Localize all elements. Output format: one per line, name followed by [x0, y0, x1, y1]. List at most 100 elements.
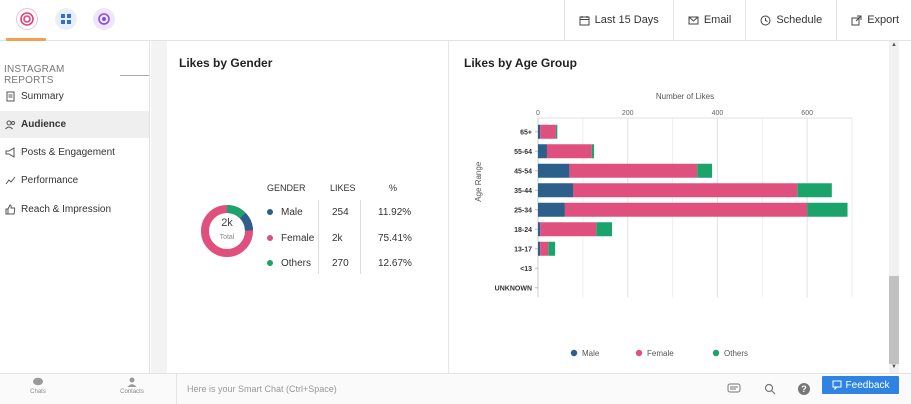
- sidebar-item-reach-impression[interactable]: Reach & Impression: [0, 196, 149, 223]
- contacts-label: Contacts: [120, 389, 144, 395]
- sidebar-item-label: Audience: [21, 119, 67, 130]
- sidebar-item-label: Performance: [21, 175, 79, 186]
- export-label: Export: [867, 14, 899, 26]
- megaphone-icon: [5, 147, 15, 158]
- dashboard-app-icon[interactable]: [55, 8, 77, 30]
- gender-card-title: Likes by Gender: [179, 56, 273, 70]
- bar-others: [797, 183, 832, 198]
- help-icon[interactable]: ?: [794, 379, 814, 399]
- top-bar: Last 15 Days Email Schedule Export: [0, 0, 911, 41]
- donut-total-label: Total: [219, 234, 235, 241]
- table-row: Male: [267, 207, 303, 218]
- sidebar-heading: INSTAGRAM REPORTS: [4, 64, 149, 86]
- chats-label: Chats: [30, 389, 46, 395]
- gender-header: GENDER: [267, 183, 306, 193]
- bar-others: [807, 202, 848, 217]
- active-app-indicator: [6, 38, 46, 41]
- search-icon[interactable]: [760, 379, 780, 399]
- bar-female: [540, 241, 549, 256]
- bar-female: [540, 222, 597, 237]
- sidebar-item-posts-engagement[interactable]: Posts & Engagement: [0, 139, 149, 166]
- y-tick-label: <13: [520, 266, 532, 273]
- analytics-app-icon[interactable]: [93, 8, 115, 30]
- instagram-app-icon[interactable]: [16, 8, 38, 30]
- gender-name: Others: [281, 258, 312, 269]
- x-tick-label: 200: [622, 110, 634, 117]
- male-dot: [267, 209, 273, 216]
- age-chart-title: Likes by Age Group: [464, 56, 577, 70]
- sidebar-item-label: Summary: [21, 91, 64, 102]
- document-icon: [6, 91, 15, 102]
- main-scrollbar-thumb[interactable]: [889, 276, 899, 364]
- x-tick-label: 0: [536, 110, 540, 117]
- chat-history-icon[interactable]: [724, 379, 744, 399]
- contact-person-icon: [127, 377, 137, 387]
- chat-bubble-icon: [33, 377, 43, 386]
- email-label: Email: [703, 14, 732, 26]
- female-likes: 2k: [332, 233, 343, 244]
- y-tick-label: 35-44: [514, 188, 532, 195]
- bar-others: [548, 241, 556, 256]
- bar-male: [538, 124, 541, 139]
- heading-divider: [119, 74, 149, 76]
- bottom-bar: Chats Contacts Here is your Smart Chat (…: [0, 373, 911, 404]
- trend-icon: [5, 176, 16, 185]
- sidebar-item-audience[interactable]: Audience: [0, 111, 149, 138]
- scroll-up-arrow-icon[interactable]: ▲: [891, 42, 897, 48]
- export-button[interactable]: Export: [836, 0, 911, 40]
- female-dot: [267, 235, 273, 242]
- others-percent: 12.67%: [378, 258, 412, 269]
- sidebar-item-performance[interactable]: Performance: [0, 167, 149, 194]
- bar-female: [569, 163, 698, 178]
- donut-total-value: 2k: [221, 217, 233, 229]
- date-range-button[interactable]: Last 15 Days: [563, 0, 673, 40]
- card-divider: [448, 41, 449, 373]
- bar-female: [564, 202, 808, 217]
- date-range-label: Last 15 Days: [594, 14, 659, 26]
- bar-others: [591, 144, 595, 159]
- email-button[interactable]: Email: [672, 0, 746, 40]
- envelope-icon: [688, 16, 699, 24]
- bar-male: [538, 241, 541, 256]
- sidebar-item-summary[interactable]: Summary: [0, 83, 149, 110]
- people-icon: [5, 120, 15, 130]
- contacts-button[interactable]: Contacts: [112, 377, 152, 395]
- y-tick-label: 13-17: [514, 246, 532, 253]
- bar-male: [538, 163, 570, 178]
- table-column-divider: [360, 200, 361, 274]
- legend-label: Female: [647, 349, 674, 358]
- schedule-button[interactable]: Schedule: [745, 0, 836, 40]
- x-tick-label: 600: [801, 110, 813, 117]
- feedback-button[interactable]: Feedback: [822, 376, 899, 394]
- table-row: Others: [267, 258, 311, 269]
- export-icon: [851, 15, 862, 25]
- sidebar-item-label: Reach & Impression: [21, 204, 112, 215]
- bar-male: [538, 144, 547, 159]
- top-actions: Last 15 Days Email Schedule Export: [563, 0, 911, 40]
- schedule-label: Schedule: [776, 14, 823, 26]
- gender-donut: [201, 205, 253, 257]
- donut-others-segment: [201, 205, 253, 257]
- sidebar: INSTAGRAM REPORTS Summary Audience Posts…: [0, 41, 150, 373]
- likes-header: LIKES: [330, 183, 356, 193]
- x-tick-label: 400: [712, 110, 724, 117]
- main-scrollbar-track[interactable]: [889, 41, 899, 373]
- bar-others: [596, 222, 613, 237]
- age-chart: Number of Likes 0 200 400 600 Age Range 65+ 55-…: [474, 92, 853, 358]
- y-tick-label: 55-64: [514, 149, 532, 156]
- smart-chat-input[interactable]: Here is your Smart Chat (Ctrl+Space): [176, 374, 716, 404]
- legend-swatch: [712, 349, 720, 357]
- bar-male: [538, 202, 565, 217]
- x-axis-title: Number of Likes: [656, 92, 714, 101]
- thumbs-up-icon: [5, 204, 16, 215]
- y-tick-label: 25-34: [514, 207, 532, 214]
- gender-name: Male: [281, 207, 303, 218]
- content-gutter: [151, 41, 167, 373]
- legend-label: Male: [582, 349, 600, 358]
- feedback-icon: [832, 380, 842, 390]
- chats-button[interactable]: Chats: [18, 377, 58, 395]
- clock-icon: [760, 15, 771, 25]
- scroll-down-arrow-icon[interactable]: ▼: [891, 364, 897, 370]
- legend-label: Others: [724, 349, 748, 358]
- percent-header: %: [389, 183, 398, 193]
